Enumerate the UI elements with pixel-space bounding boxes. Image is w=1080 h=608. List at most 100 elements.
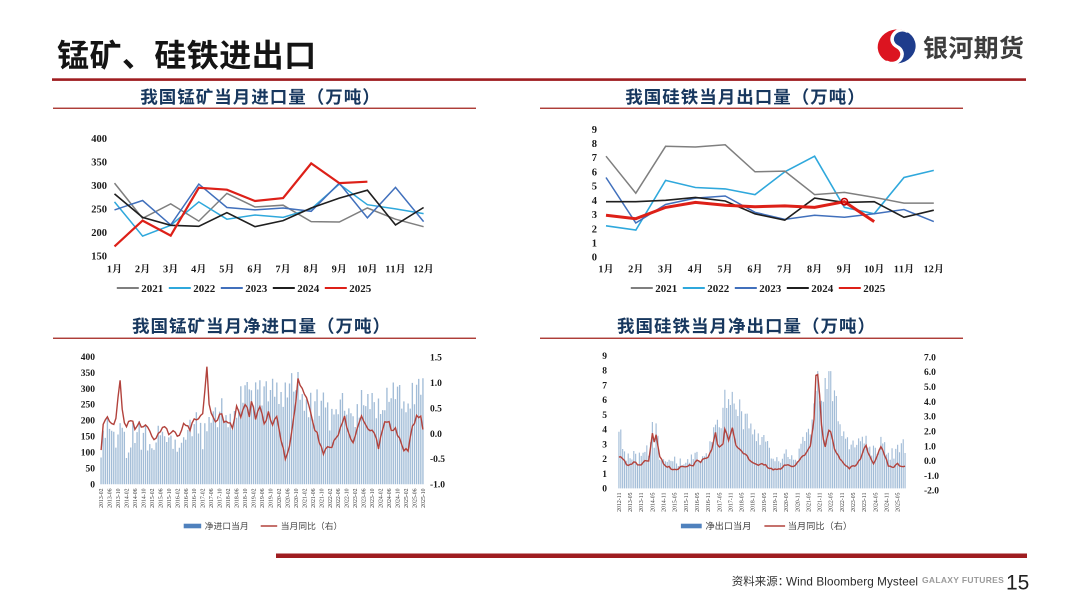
svg-text:2017-11: 2017-11	[728, 492, 734, 511]
svg-text:2021-05: 2021-05	[807, 492, 813, 511]
svg-text:2013-02: 2013-02	[99, 488, 105, 507]
svg-text:2024-10: 2024-10	[396, 488, 402, 507]
svg-text:2019-11: 2019-11	[773, 492, 779, 511]
svg-text:7: 7	[592, 153, 597, 164]
svg-text:8: 8	[602, 367, 607, 377]
svg-text:150: 150	[91, 251, 107, 262]
svg-text:3.0: 3.0	[924, 413, 936, 423]
svg-text:250: 250	[91, 205, 107, 216]
svg-text:2021: 2021	[141, 283, 163, 295]
svg-text:2025: 2025	[863, 283, 886, 295]
svg-text:2: 2	[602, 455, 607, 465]
svg-text:1.5: 1.5	[430, 354, 442, 364]
svg-text:2021-10: 2021-10	[319, 488, 325, 507]
svg-text:2.0: 2.0	[924, 428, 936, 438]
svg-text:250: 250	[81, 401, 96, 411]
svg-text:300: 300	[91, 181, 107, 192]
svg-text:2023-10: 2023-10	[370, 488, 376, 507]
svg-text:0: 0	[90, 480, 95, 490]
svg-text:200: 200	[91, 228, 107, 239]
svg-text:2017-02: 2017-02	[201, 488, 207, 507]
svg-text:2020-05: 2020-05	[784, 492, 790, 511]
svg-text:4: 4	[592, 196, 598, 207]
svg-text:2020-02: 2020-02	[277, 488, 283, 507]
svg-text:200: 200	[81, 417, 96, 427]
svg-text:2014-06: 2014-06	[133, 488, 139, 507]
svg-text:2016-10: 2016-10	[192, 488, 198, 507]
svg-text:3: 3	[592, 210, 597, 221]
svg-text:2015-05: 2015-05	[673, 492, 679, 511]
svg-text:8: 8	[592, 139, 597, 150]
svg-text:2014-02: 2014-02	[125, 488, 131, 507]
svg-text:1: 1	[602, 470, 607, 480]
svg-text:300: 300	[81, 385, 96, 395]
svg-text:2014-10: 2014-10	[141, 488, 147, 507]
svg-text:2023: 2023	[759, 283, 782, 295]
svg-text:2014-05: 2014-05	[650, 492, 656, 511]
svg-text:-1.0: -1.0	[430, 481, 445, 491]
svg-text:2017-06: 2017-06	[209, 488, 215, 507]
svg-text:Wind Bloomberg Mysteel: Wind Bloomberg Mysteel	[786, 575, 918, 588]
svg-text:2015-11: 2015-11	[684, 492, 690, 511]
svg-text:2016-06: 2016-06	[184, 488, 190, 507]
svg-text:350: 350	[91, 158, 107, 169]
svg-text:2015-10: 2015-10	[167, 488, 173, 507]
svg-text:2019-06: 2019-06	[260, 488, 266, 507]
svg-text:2023-02: 2023-02	[353, 488, 359, 507]
svg-text:2025-05: 2025-05	[896, 492, 902, 511]
svg-text:2024-11: 2024-11	[885, 492, 891, 511]
svg-text:15: 15	[1006, 572, 1029, 595]
svg-text:6.0: 6.0	[924, 368, 936, 378]
svg-text:2013-10: 2013-10	[116, 488, 122, 507]
svg-text:2024: 2024	[297, 283, 320, 295]
svg-text:2019-10: 2019-10	[269, 488, 275, 507]
svg-text:100: 100	[81, 449, 96, 459]
svg-text:7: 7	[602, 381, 607, 391]
svg-text:2017-05: 2017-05	[717, 492, 723, 511]
svg-text:2019-02: 2019-02	[252, 488, 258, 507]
svg-text:4: 4	[602, 426, 607, 436]
svg-text:GALAXY FUTURES: GALAXY FUTURES	[922, 575, 1004, 585]
svg-text:2016-02: 2016-02	[175, 488, 181, 507]
svg-text:2014-11: 2014-11	[662, 492, 668, 511]
svg-text:2022-05: 2022-05	[829, 492, 835, 511]
svg-text:0: 0	[592, 253, 597, 264]
svg-text:2018-06: 2018-06	[235, 488, 241, 507]
svg-text:6: 6	[592, 167, 597, 178]
svg-text:5: 5	[602, 411, 607, 421]
svg-text:400: 400	[81, 353, 96, 363]
svg-text:350: 350	[81, 369, 96, 379]
svg-text:2018-05: 2018-05	[740, 492, 746, 511]
svg-text:-1.0: -1.0	[924, 472, 939, 482]
svg-text:-0.5: -0.5	[430, 455, 445, 465]
svg-text:7.0: 7.0	[924, 353, 936, 363]
svg-text:2017-10: 2017-10	[218, 488, 224, 507]
svg-text:2024: 2024	[811, 283, 834, 295]
svg-text:2022: 2022	[193, 283, 216, 295]
svg-text:2024-05: 2024-05	[873, 492, 879, 511]
svg-text:6: 6	[602, 396, 607, 406]
svg-text:-2.0: -2.0	[924, 487, 939, 497]
svg-text:2021: 2021	[655, 283, 677, 295]
svg-text:3: 3	[602, 440, 607, 450]
svg-text:1.0: 1.0	[924, 442, 936, 452]
svg-text:400: 400	[91, 134, 107, 145]
svg-text:2022-11: 2022-11	[840, 492, 846, 511]
svg-text:2018-02: 2018-02	[226, 488, 232, 507]
svg-text:2020-11: 2020-11	[795, 492, 801, 511]
svg-text:2018-11: 2018-11	[751, 492, 757, 511]
svg-text:5.0: 5.0	[924, 383, 936, 393]
svg-text:50: 50	[86, 465, 96, 475]
svg-text:2024-06: 2024-06	[387, 488, 393, 507]
svg-text:2013-06: 2013-06	[108, 488, 114, 507]
svg-text:150: 150	[81, 433, 96, 443]
svg-text:2023: 2023	[245, 283, 268, 295]
svg-text:2020-10: 2020-10	[294, 488, 300, 507]
svg-text:2025: 2025	[349, 283, 372, 295]
svg-text:2025-06: 2025-06	[413, 488, 419, 507]
svg-text:2025-02: 2025-02	[404, 488, 410, 507]
svg-text:2015-06: 2015-06	[158, 488, 164, 507]
svg-text:9: 9	[602, 352, 607, 362]
svg-text:2018-10: 2018-10	[243, 488, 249, 507]
svg-text:2022: 2022	[707, 283, 730, 295]
